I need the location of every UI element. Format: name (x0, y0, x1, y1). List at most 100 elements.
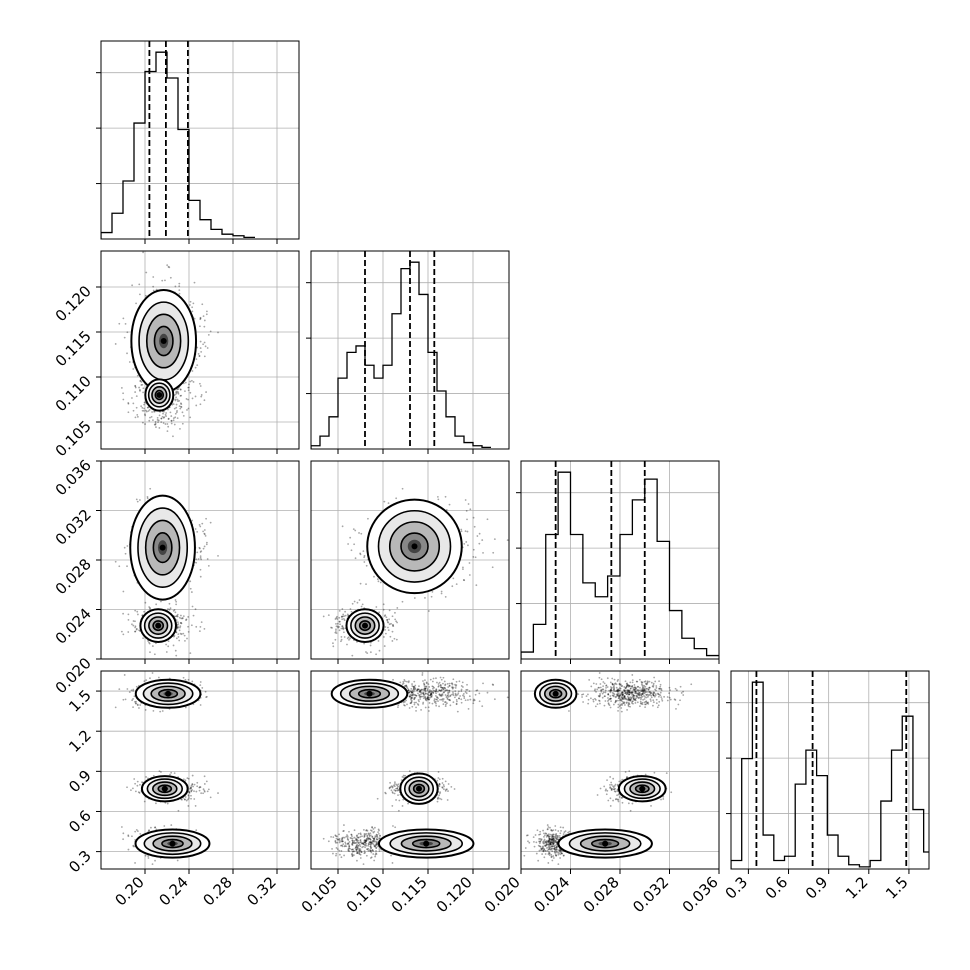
sample-point (346, 637, 349, 640)
sample-point (161, 710, 164, 712)
sample-point (175, 615, 178, 618)
sample-point (201, 303, 204, 306)
sample-point (197, 558, 200, 560)
sample-point (134, 609, 137, 612)
sample-point (135, 700, 137, 703)
sample-point (158, 414, 161, 417)
sample-point (199, 625, 202, 628)
sample-point (413, 597, 416, 599)
sample-point (175, 654, 178, 657)
sample-point (337, 626, 339, 629)
sample-point (138, 499, 141, 501)
sample-point (339, 623, 341, 626)
sample-point (161, 415, 164, 418)
sample-point (179, 626, 181, 629)
density-peak (156, 392, 163, 398)
sample-point (152, 285, 155, 288)
sample-point (181, 617, 184, 620)
sample-point (191, 783, 194, 785)
sample-point (205, 391, 207, 393)
sample-point (135, 406, 138, 409)
sample-point (340, 616, 343, 618)
histogram-steps (521, 471, 719, 659)
sample-point (383, 636, 385, 638)
sample-point (362, 550, 365, 553)
sample-point (146, 495, 149, 498)
sample-point (178, 399, 181, 402)
sample-point (195, 404, 198, 407)
sample-point (143, 413, 146, 416)
sample-point (175, 603, 178, 606)
sample-point (217, 792, 219, 794)
sample-point (176, 859, 179, 862)
sample-point (195, 625, 198, 628)
sample-point (176, 390, 179, 393)
sample-point (132, 368, 135, 370)
sample-point (126, 545, 129, 547)
sample-point (341, 625, 344, 628)
sample-point (187, 616, 190, 618)
sample-point (120, 826, 123, 828)
sample-point (177, 633, 180, 636)
sample-point (181, 617, 184, 619)
sample-point (144, 423, 146, 425)
sample-point (142, 637, 144, 640)
sample-point (436, 495, 439, 498)
sample-point (140, 384, 143, 386)
sample-point (462, 566, 464, 569)
sample-point (164, 413, 167, 416)
sample-point (186, 777, 189, 780)
sample-point (382, 603, 385, 606)
sample-point (386, 620, 389, 623)
sample-point (179, 625, 182, 628)
sample-point (191, 605, 194, 608)
sample-point (396, 607, 399, 609)
sample-point (180, 617, 183, 620)
sample-point (134, 782, 137, 785)
sample-point (360, 532, 363, 535)
sample-point (387, 621, 390, 624)
sample-point (341, 615, 343, 618)
sample-point (184, 390, 186, 393)
sample-point (184, 639, 186, 642)
sample-point (200, 394, 203, 396)
sample-point (189, 300, 192, 303)
sample-point (369, 651, 372, 654)
sample-point (335, 632, 338, 634)
sample-point (193, 317, 196, 320)
sample-point (181, 798, 183, 801)
sample-point (127, 613, 130, 616)
sample-point (452, 577, 455, 580)
sample-point (193, 790, 195, 793)
sample-point (206, 790, 209, 793)
sample-point (187, 386, 190, 389)
sample-point (365, 564, 368, 567)
sample-point (132, 624, 135, 627)
sample-point (199, 318, 202, 321)
sample-point (346, 613, 349, 616)
sample-point (336, 615, 338, 618)
y-tick-label: 0.032 (52, 506, 95, 549)
sample-point (177, 636, 180, 638)
sample-point (365, 651, 367, 653)
sample-point (156, 416, 159, 419)
sample-point (132, 402, 135, 405)
sample-point (347, 543, 349, 545)
sample-point (343, 631, 345, 634)
sample-point (188, 791, 191, 794)
sample-point (139, 380, 142, 382)
sample-point (166, 423, 169, 425)
sample-point (335, 622, 337, 625)
sample-point (388, 623, 391, 626)
sample-point (203, 355, 206, 358)
sample-point (352, 528, 355, 531)
sample-point (144, 414, 147, 417)
sample-point (135, 628, 138, 631)
sample-point (160, 421, 163, 424)
sample-point (179, 388, 182, 391)
sample-point (163, 416, 166, 418)
sample-point (342, 613, 345, 616)
sample-point (401, 487, 404, 490)
sample-point (132, 688, 135, 691)
